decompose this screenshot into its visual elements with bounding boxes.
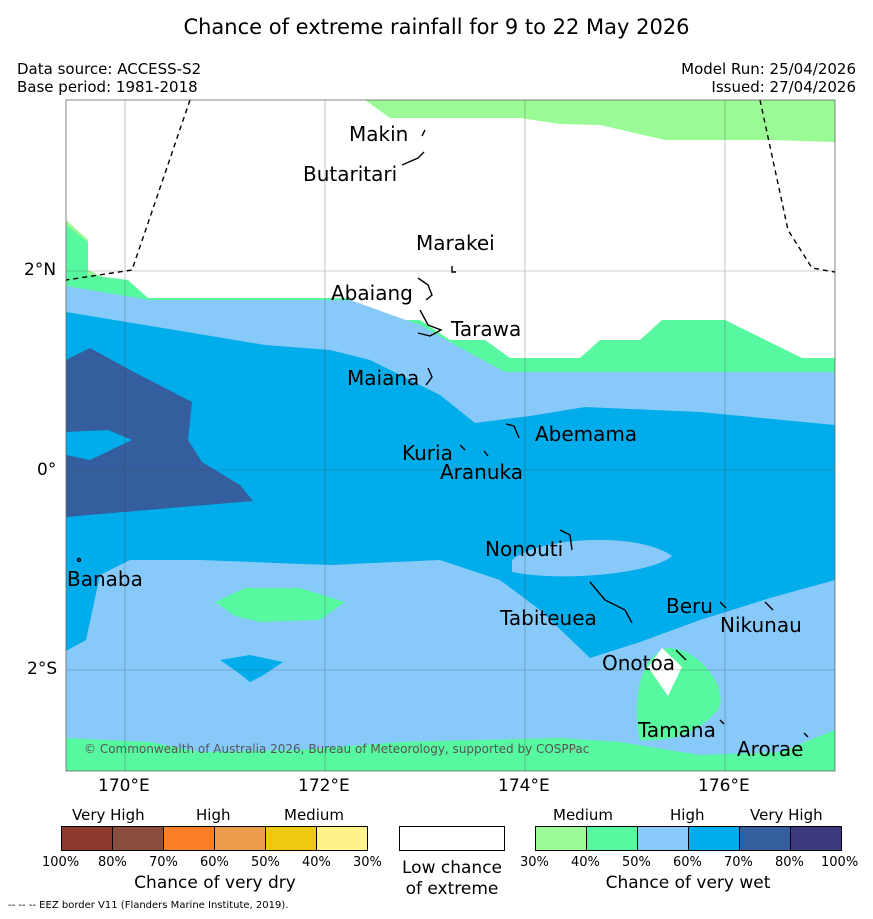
low-caption: Low chance of extreme: [382, 858, 522, 900]
island-label-onotoa: Onotoa: [602, 651, 675, 675]
wet-category-very-high: Very High: [750, 806, 823, 824]
eez-border: [65, 99, 836, 281]
dry-tick-80: 80%: [98, 855, 127, 870]
dry-tick-30: 30%: [353, 855, 382, 870]
dry-caption: Chance of very dry: [134, 873, 296, 893]
dry-swatch-1: [112, 826, 164, 851]
dry-category-medium: Medium: [284, 806, 344, 824]
wet-tick-100: 100%: [821, 855, 859, 870]
wet-swatch-2: [637, 826, 689, 851]
island-label-tamana: Tamana: [638, 718, 716, 742]
wet-60-region-small: [220, 655, 283, 682]
x-tick-172e: 172°E: [298, 776, 350, 796]
wet-swatch-0: [535, 826, 587, 851]
run-info: Model Run: 25/04/2026 Issued: 27/04/2026: [681, 60, 856, 96]
dry-category-very-high: Very High: [72, 806, 145, 824]
dry-tick-70: 70%: [149, 855, 178, 870]
wet-tick-70: 70%: [724, 855, 753, 870]
dry-tick-40: 40%: [302, 855, 331, 870]
wet-category-medium: Medium: [553, 806, 613, 824]
island-label-beru: Beru: [666, 594, 713, 618]
y-tick-2s: 2°S: [27, 659, 58, 679]
low-caption-line1: Low chance: [402, 858, 502, 878]
island-outlines: [76, 129, 809, 738]
low-chance-blob: [648, 648, 682, 696]
dry-category-high: High: [196, 806, 231, 824]
wet-60-region: [66, 312, 835, 658]
issued-date: Issued: 27/04/2026: [711, 78, 856, 96]
dry-swatch-2: [163, 826, 215, 851]
map-title: Chance of extreme rainfall for 9 to 22 M…: [183, 15, 690, 39]
x-tick-170e: 170°E: [98, 776, 150, 796]
wet-swatch-3: [688, 826, 740, 851]
copyright: © Commonwealth of Australia 2026, Bureau…: [84, 742, 590, 756]
island-label-tabiteuea: Tabiteuea: [500, 606, 597, 630]
dry-swatch-0: [61, 826, 113, 851]
island-label-tarawa: Tarawa: [451, 317, 522, 341]
map-frame: [65, 99, 836, 772]
low-caption-line2: of extreme: [405, 879, 499, 899]
dry-swatch-3: [214, 826, 266, 851]
eez-footnote: -- -- -- EEZ border V11 (Flanders Marine…: [8, 900, 289, 911]
wet-40-region-south: [66, 730, 835, 771]
island-label-marakei: Marakei: [416, 231, 495, 255]
wet-50-region-nonouti: [512, 539, 672, 577]
y-tick-0: 0°: [37, 460, 57, 480]
island-label-abemama: Abemama: [535, 422, 638, 446]
map-plot: [66, 100, 835, 771]
island-label-kuria: Kuria: [402, 441, 453, 465]
wet-70-region: [66, 348, 253, 517]
wet-tick-30: 30%: [520, 855, 549, 870]
dry-tick-100: 100%: [42, 855, 80, 870]
dry-tick-50: 50%: [251, 855, 280, 870]
x-tick-176e: 176°E: [698, 776, 750, 796]
island-label-maiana: Maiana: [347, 366, 420, 390]
island-label-aranuka: Aranuka: [440, 460, 523, 484]
wet-tick-60: 60%: [673, 855, 702, 870]
dry-swatch-5: [316, 826, 368, 851]
dry-tick-60: 60%: [200, 855, 229, 870]
graticule: [66, 100, 835, 771]
island-label-butaritari: Butaritari: [303, 162, 398, 186]
base-period: Base period: 1981-2018: [17, 78, 198, 96]
wet-40-region-west: [215, 588, 345, 622]
medium-wet-region-north: [365, 100, 835, 142]
wet-category-high: High: [670, 806, 705, 824]
wet-tick-50: 50%: [622, 855, 651, 870]
island-label-nikunau: Nikunau: [720, 613, 802, 637]
wet-tick-40: 40%: [571, 855, 600, 870]
x-tick-174e: 174°E: [498, 776, 550, 796]
island-label-banaba: Banaba: [67, 567, 143, 591]
wet-swatch-4: [739, 826, 791, 851]
data-info: Data source: ACCESS-S2 Base period: 1981…: [17, 60, 201, 96]
low-chance-swatch: [399, 826, 505, 851]
wet-swatch-1: [586, 826, 638, 851]
wet-caption: Chance of very wet: [605, 873, 771, 893]
island-label-makin: Makin: [349, 122, 409, 146]
island-label-nonouti: Nonouti: [485, 537, 564, 561]
wet-tick-80: 80%: [775, 855, 804, 870]
island-label-arorae: Arorae: [737, 737, 804, 761]
dry-swatch-4: [265, 826, 317, 851]
wet-60-region-hole: [66, 430, 132, 460]
y-tick-2n: 2°N: [24, 260, 57, 280]
model-run: Model Run: 25/04/2026: [681, 60, 856, 78]
island-label-abaiang: Abaiang: [331, 281, 413, 305]
data-source: Data source: ACCESS-S2: [17, 60, 202, 78]
wet-swatch-5: [790, 826, 842, 851]
